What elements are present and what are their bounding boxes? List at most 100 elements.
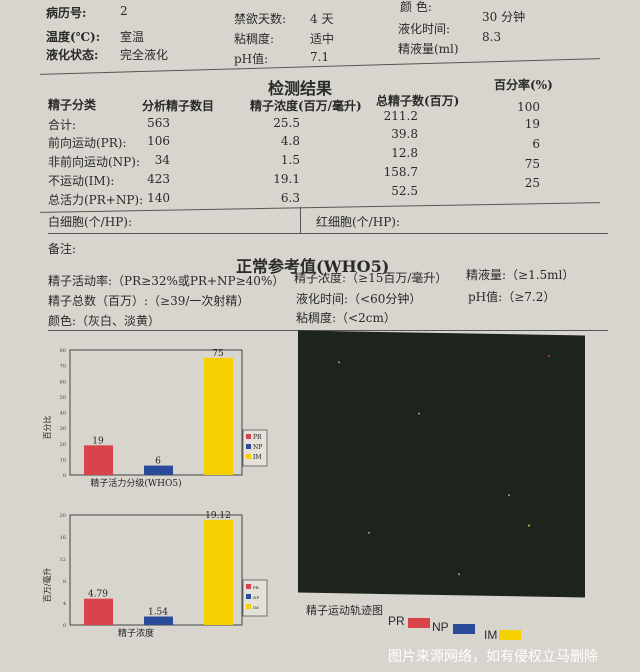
legend-swatch	[246, 434, 251, 439]
y-tick-label: 80	[60, 348, 66, 354]
bar-im	[204, 519, 233, 625]
row-pct: 75	[524, 157, 540, 171]
legend-label: NP	[253, 444, 262, 451]
record-no: 2	[120, 4, 128, 18]
y-tick-label: 40	[60, 411, 66, 417]
y-axis-label: 百分比	[42, 416, 52, 440]
trajectory-image	[298, 330, 585, 598]
y-tick-label: 20	[60, 442, 66, 448]
liq-time-label: 液化时间:	[398, 22, 451, 36]
row-conc: 4.8	[280, 134, 300, 148]
y-tick-label: 0	[63, 623, 66, 629]
abstinence-label: 禁欲天数:	[234, 12, 287, 26]
row-pct: 100	[517, 100, 540, 114]
liq-state: 完全液化	[120, 48, 169, 62]
y-tick-label: 16	[60, 535, 66, 541]
row-total: 12.8	[391, 146, 418, 160]
ref-concentration: 精子浓度:（≥15百万/毫升）	[294, 271, 448, 285]
legend-swatch	[246, 454, 251, 459]
row-label: 合计:	[48, 118, 77, 132]
ref-total: 精子总数（百万）:（≥39/一次射精）	[48, 294, 250, 308]
ref-ph: pH值:（≥7.2）	[468, 290, 556, 304]
y-tick-label: 20	[60, 513, 66, 519]
row-count: 423	[147, 172, 170, 186]
legend-swatch	[246, 444, 251, 449]
col-header: 精子分类	[48, 98, 97, 112]
row-total: 52.5	[391, 184, 418, 198]
row-count: 34	[154, 153, 170, 167]
bar-np	[144, 616, 173, 625]
record-no-label: 病历号:	[46, 6, 87, 20]
legend-np: NP	[432, 620, 449, 634]
row-total: 211.2	[383, 109, 418, 123]
bar-np	[144, 465, 173, 475]
col-header: 总精子数(百万)	[376, 94, 460, 108]
divider	[300, 207, 301, 233]
y-tick-label: 4	[63, 601, 66, 607]
ph: 7.1	[310, 50, 330, 64]
col-header: 精子浓度(百万/毫升)	[250, 99, 362, 113]
divider	[48, 233, 608, 234]
row-conc: 19.1	[273, 172, 300, 186]
legend-swatch	[408, 618, 430, 628]
ref-liq-time: 液化时间:（<60分钟）	[296, 292, 422, 306]
legend-label: NP	[253, 595, 260, 600]
y-tick-label: 0	[63, 473, 66, 479]
legend-pr: PR	[388, 614, 405, 628]
bar-value-label: 19.12	[205, 511, 231, 521]
concentration-chart: 0 4 8 12 16 20 4.79 1.54 19.12 精子浓度 百万/毫升 PR NP IM	[42, 511, 268, 639]
row-label: 非前向运动(NP):	[48, 155, 140, 169]
row-conc: 1.5	[280, 153, 300, 167]
x-axis-label: 精子活力分级(WHO5)	[90, 477, 181, 489]
wbc-label: 白细胞(个/HP):	[48, 215, 132, 229]
row-pct: 19	[524, 117, 540, 131]
legend-label: PR	[253, 585, 260, 590]
temp: 室温	[120, 30, 145, 44]
liq-time: 30 分钟	[482, 10, 526, 24]
trajectory-caption: 精子运动轨迹图	[306, 604, 383, 617]
row-count: 563	[147, 116, 170, 130]
row-count: 106	[147, 134, 170, 148]
y-tick-label: 10	[60, 457, 66, 463]
legend-im: IM	[484, 628, 498, 642]
ref-color: 颜色:（灰白、淡黄）	[48, 314, 161, 328]
y-tick-label: 12	[60, 557, 66, 563]
bar-pr	[84, 598, 113, 625]
y-axis-label: 百万/毫升	[42, 568, 52, 603]
bar-value-label: 4.79	[88, 590, 108, 600]
row-conc: 25.5	[273, 116, 300, 130]
bar-im	[204, 357, 233, 475]
liq-state-label: 液化状态:	[46, 48, 99, 62]
col-header: 百分率(%)	[494, 78, 553, 92]
notes-label: 备注:	[48, 242, 77, 256]
row-pct: 6	[532, 137, 540, 151]
viscosity: 适中	[310, 32, 335, 46]
motility-chart: 0 10 20 30 40 50 60 70 80 19 6 75 精子活力分级(WHO5) 百分比 PR N…	[42, 348, 268, 489]
legend-swatch	[499, 630, 521, 640]
row-label: 总活力(PR+NP):	[48, 193, 144, 207]
legend-swatch	[246, 604, 251, 609]
results-title: 检测结果	[268, 79, 333, 98]
color-label: 颜 色:	[400, 0, 432, 14]
bar-pr	[84, 445, 113, 475]
row-label: 不运动(IM):	[48, 174, 115, 188]
bar-value-label: 1.54	[148, 608, 168, 618]
ref-volume: 精液量:（≥1.5ml）	[466, 268, 575, 282]
volume-label: 精液量(ml)	[398, 42, 459, 56]
bar-value-label: 75	[212, 349, 224, 359]
legend-label: IM	[253, 454, 262, 461]
volume: 8.3	[482, 30, 502, 44]
abstinence: 4 天	[310, 12, 334, 26]
rbc-label: 红细胞(个/HP):	[316, 215, 400, 229]
row-total: 39.8	[391, 127, 418, 141]
col-header: 分析精子数目	[142, 99, 215, 113]
ref-motility: 精子活动率:（PR≥32%或PR+NP≥40%）	[48, 274, 285, 288]
bar-value-label: 6	[155, 457, 161, 467]
y-tick-label: 60	[60, 379, 66, 385]
legend-swatch	[246, 584, 251, 589]
reference-title: 正常参考值(WHO5)	[236, 257, 390, 276]
legend-label: PR	[253, 434, 262, 441]
legend-swatch	[453, 624, 475, 634]
row-total: 158.7	[383, 165, 418, 179]
row-label: 前向运动(PR):	[48, 136, 127, 150]
